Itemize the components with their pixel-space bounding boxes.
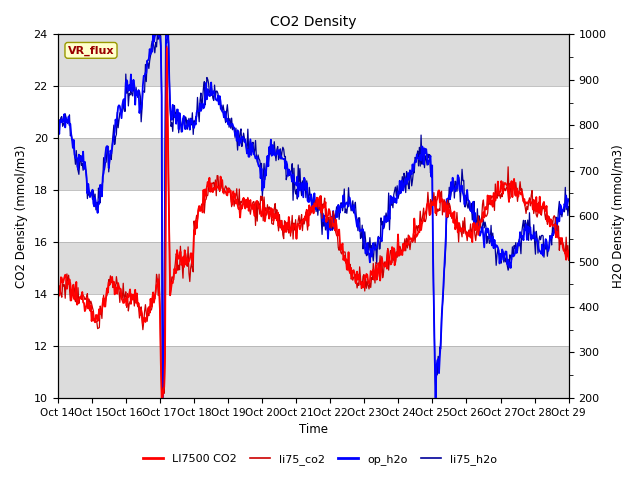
Bar [58, 242, 569, 294]
Y-axis label: H2O Density (mmol/m3): H2O Density (mmol/m3) [612, 144, 625, 288]
X-axis label: Time: Time [299, 423, 328, 436]
Bar [58, 35, 569, 86]
Bar [58, 86, 569, 138]
Legend: LI7500 CO2, li75_co2, op_h2o, li75_h2o: LI7500 CO2, li75_co2, op_h2o, li75_h2o [139, 450, 501, 469]
Y-axis label: CO2 Density (mmol/m3): CO2 Density (mmol/m3) [15, 144, 28, 288]
Bar [58, 294, 569, 346]
Bar [58, 346, 569, 398]
Bar [58, 138, 569, 190]
Bar [58, 190, 569, 242]
Title: CO2 Density: CO2 Density [270, 15, 356, 29]
Text: VR_flux: VR_flux [68, 45, 115, 56]
